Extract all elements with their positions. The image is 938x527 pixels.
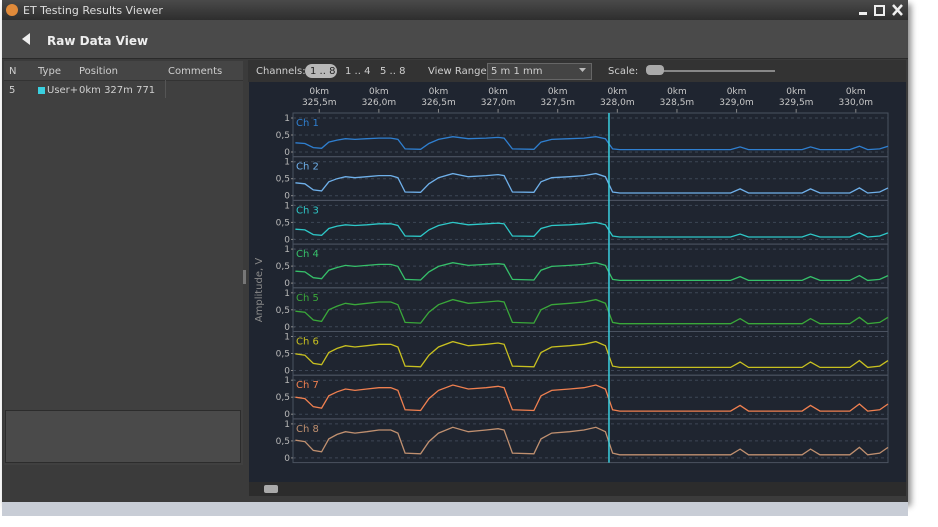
plot-area <box>249 82 906 482</box>
column-divider <box>165 80 166 98</box>
x-tick-label: 0km 327,0m <box>480 87 516 108</box>
toolbar <box>2 20 908 59</box>
y-tick-label: 0,5 <box>276 393 290 403</box>
range-label: View Range: <box>428 66 490 77</box>
y-tick-label: 0 <box>284 323 290 333</box>
y-tick-label: 1 <box>284 376 290 386</box>
column-header: N <box>9 66 17 77</box>
y-tick-label: 0,5 <box>276 218 290 228</box>
close[interactable] <box>892 4 903 16</box>
y-tick-label: 1 <box>284 201 290 211</box>
column-header: Type <box>38 66 61 77</box>
y-tick-label: 1 <box>284 333 290 343</box>
legend-label: Ch 2 <box>296 162 319 173</box>
column-header: Position <box>79 66 118 77</box>
y-tick-label: 0,5 <box>276 350 290 360</box>
title-bar <box>2 0 908 20</box>
channel-button[interactable]: 5 .. 8 <box>380 66 406 77</box>
x-tick-label: 0km 326,5m <box>421 87 456 108</box>
channels-label: Channels: <box>256 66 306 77</box>
back-button[interactable] <box>20 32 32 46</box>
app-icon <box>6 4 18 16</box>
x-tick-label: 0km 327,5m <box>540 87 575 108</box>
y-tick-label: 0,5 <box>276 131 290 141</box>
y-tick-label: 0 <box>284 148 290 158</box>
legend-label: Ch 4 <box>296 249 319 260</box>
y-tick-label: 1 <box>284 158 290 168</box>
x-tick-label: 0km 329,0m <box>719 87 754 108</box>
y-tick-label: 1 <box>284 289 290 299</box>
x-tick-label: 0km 328,5m <box>659 87 695 108</box>
comment-box[interactable] <box>5 410 241 463</box>
scale-slider[interactable] <box>648 70 775 72</box>
cell[interactable]: 0km 327m 771 <box>79 85 156 96</box>
splitter[interactable] <box>243 270 246 284</box>
y-tick-label: 0,5 <box>276 306 290 316</box>
table-header <box>4 61 243 81</box>
y-tick-label: 1 <box>284 420 290 430</box>
minimize[interactable] <box>859 12 867 15</box>
x-tick-label: 0km 326,0m <box>361 87 397 108</box>
window-buttons[interactable] <box>856 3 906 18</box>
channel-button[interactable]: 1 .. 4 <box>345 66 371 77</box>
window-title: ET Testing Results Viewer <box>23 4 163 17</box>
channel-line <box>295 136 889 151</box>
y-tick-label: 0,5 <box>276 175 290 185</box>
y-tick-label: 0 <box>284 279 290 289</box>
y-tick-label: 1 <box>284 245 290 255</box>
range-value[interactable]: 5 m 1 mm <box>491 66 543 77</box>
x-tick-label: 0km 329,5m <box>778 87 814 108</box>
channel-line <box>295 426 889 456</box>
legend-label: Ch 3 <box>296 205 319 216</box>
taskbar <box>2 502 908 516</box>
type-swatch <box>38 87 45 94</box>
y-tick-label: 0 <box>284 367 290 377</box>
cell[interactable]: 5 <box>9 85 16 96</box>
y-tick-label: 0,5 <box>276 437 290 447</box>
left-panel <box>4 61 243 465</box>
legend-label: Ch 6 <box>296 337 319 348</box>
y-tick-label: 0,5 <box>276 262 290 272</box>
y-axis-label: Amplitude, V <box>254 258 265 323</box>
channel-line <box>295 262 889 282</box>
channel-line <box>295 172 889 194</box>
range-select[interactable] <box>487 63 592 80</box>
x-tick-label: 0km 328,0m <box>600 87 635 108</box>
legend-label: Ch 1 <box>296 118 319 129</box>
view-title: Raw Data View <box>47 34 149 48</box>
dropdown-arrow[interactable] <box>578 66 588 74</box>
x-tick-label: 0km 330,0m <box>838 87 874 108</box>
legend-label: Ch 7 <box>296 380 319 391</box>
y-tick-label: 0 <box>284 235 290 245</box>
channel-button[interactable]: 1 .. 8 <box>310 66 336 77</box>
channel-line <box>295 298 889 325</box>
y-tick-label: 0 <box>284 454 290 464</box>
y-tick-label: 1 <box>284 114 290 124</box>
scale-handle[interactable] <box>646 65 664 75</box>
channel-line <box>295 340 889 369</box>
scroll-thumb[interactable] <box>264 485 278 493</box>
channel-line <box>295 221 889 238</box>
restore[interactable] <box>874 5 885 16</box>
channel-line <box>295 384 889 412</box>
legend-label: Ch 8 <box>296 424 319 435</box>
channel-button-active[interactable] <box>305 64 337 78</box>
scale-label: Scale: <box>608 66 639 77</box>
y-tick-label: 0 <box>284 410 290 420</box>
cell[interactable]: User+ <box>47 85 79 96</box>
y-tick-label: 0 <box>284 192 290 202</box>
column-header: Comments <box>168 66 223 77</box>
x-tick-label: 0km 325,5m <box>301 87 337 108</box>
legend-label: Ch 5 <box>296 293 319 304</box>
scrollbar[interactable] <box>249 482 906 496</box>
